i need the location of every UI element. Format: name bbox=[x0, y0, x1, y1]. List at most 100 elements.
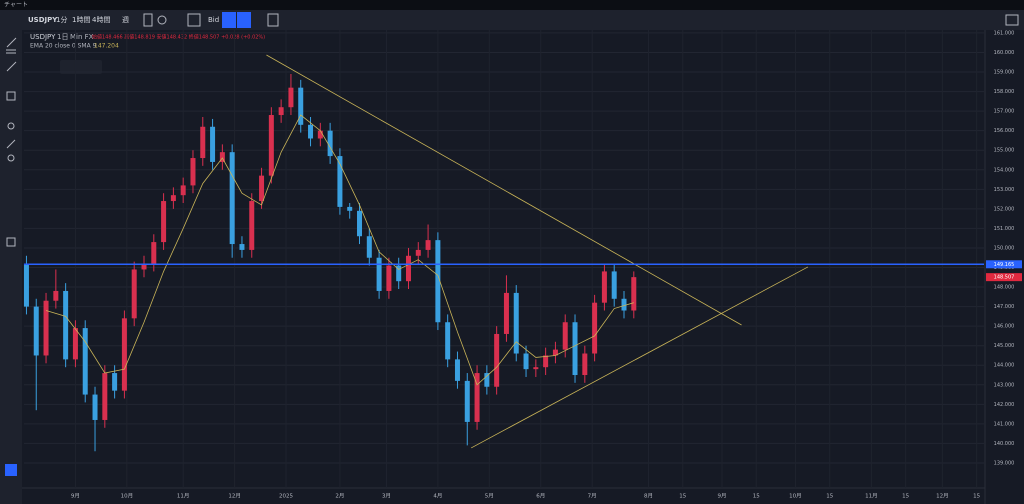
window-title: チャート bbox=[4, 2, 28, 9]
candle-body bbox=[239, 244, 245, 250]
price-tag-label: 148.507 bbox=[994, 275, 1015, 281]
legend-source: Min FX bbox=[70, 33, 94, 41]
y-tick-label: 147.000 bbox=[994, 304, 1015, 310]
y-tick-label: 161.000 bbox=[994, 30, 1015, 36]
price-tag-label: 149.165 bbox=[994, 262, 1015, 268]
candle-body bbox=[405, 255, 411, 282]
y-tick-label: 152.000 bbox=[994, 206, 1015, 212]
symbol[interactable]: USDJPY bbox=[28, 16, 58, 24]
interval[interactable]: 4時間 bbox=[92, 16, 110, 24]
candle-body bbox=[268, 115, 274, 176]
x-tick-label: 9月 bbox=[71, 493, 80, 500]
y-tick-label: 146.000 bbox=[994, 324, 1015, 330]
left-toolbar bbox=[0, 30, 22, 504]
legend-ohlc: 始値148.466 高値148.819 安値148.432 終値148.507 … bbox=[92, 34, 265, 41]
candle-body bbox=[200, 126, 206, 159]
x-tick-label: 4月 bbox=[433, 493, 442, 500]
tool-icon[interactable] bbox=[6, 37, 17, 48]
y-tick-label: 140.000 bbox=[994, 441, 1015, 447]
x-tick-label: 3月 bbox=[382, 493, 391, 500]
x-tick-label: 11月 bbox=[865, 493, 878, 500]
candle-body bbox=[621, 298, 627, 311]
candle-body bbox=[82, 328, 88, 395]
candle-body bbox=[151, 242, 157, 264]
candle-body bbox=[337, 156, 343, 207]
candle-body bbox=[396, 265, 402, 282]
y-tick-label: 156.000 bbox=[994, 128, 1015, 134]
tool-icon[interactable] bbox=[7, 154, 15, 162]
candle-body bbox=[533, 367, 539, 370]
candle-body bbox=[357, 210, 363, 237]
y-tick-label: 139.000 bbox=[994, 460, 1015, 466]
x-tick-label: 2025 bbox=[279, 494, 293, 500]
interval[interactable]: 1時間 bbox=[72, 16, 90, 24]
indicator-button[interactable] bbox=[157, 15, 167, 25]
tool-icon[interactable] bbox=[6, 61, 17, 72]
candle-body bbox=[219, 152, 225, 162]
candle-body bbox=[454, 359, 460, 381]
candle-body bbox=[503, 292, 509, 334]
candle-body bbox=[112, 373, 118, 391]
tool-icon[interactable] bbox=[7, 122, 15, 130]
legend-interval: 1日 bbox=[57, 33, 68, 41]
x-tick-label: 15 bbox=[679, 494, 686, 500]
y-tick-label: 158.000 bbox=[994, 89, 1015, 95]
candle-body bbox=[53, 290, 59, 301]
y-tick-label: 145.000 bbox=[994, 343, 1015, 349]
candle-body bbox=[415, 249, 421, 256]
candle-body bbox=[23, 263, 29, 307]
x-tick-label: 2月 bbox=[335, 493, 344, 500]
y-tick-label: 155.000 bbox=[994, 148, 1015, 154]
candle-body bbox=[131, 269, 137, 319]
snapshot-button[interactable] bbox=[267, 13, 279, 27]
y-tick-label: 142.000 bbox=[994, 402, 1015, 408]
chart-type-button[interactable] bbox=[143, 13, 153, 27]
tool-icon[interactable] bbox=[6, 91, 16, 101]
candle-body bbox=[601, 271, 607, 303]
candle-body bbox=[43, 300, 49, 356]
y-tick-label: 144.000 bbox=[994, 363, 1015, 369]
indicator-name: EMA 20 close 0 SMA 9 bbox=[30, 43, 97, 50]
x-tick-label: 12月 bbox=[228, 493, 241, 500]
candle-body bbox=[72, 328, 78, 360]
compare-button[interactable] bbox=[187, 13, 201, 27]
drawing-toolbar[interactable] bbox=[60, 60, 102, 74]
x-tick-label: 15 bbox=[753, 494, 760, 500]
candle-body bbox=[298, 87, 304, 125]
indicator-value: 147.204 bbox=[94, 43, 119, 50]
candle-body bbox=[229, 152, 235, 245]
mode-button[interactable] bbox=[237, 12, 251, 28]
y-tick-label: 141.000 bbox=[994, 421, 1015, 427]
bid-button[interactable]: Bid bbox=[208, 16, 219, 24]
x-tick-label: 5月 bbox=[485, 493, 494, 500]
candle-body bbox=[376, 257, 382, 291]
y-tick-label: 159.000 bbox=[994, 70, 1015, 76]
tool-icon[interactable] bbox=[6, 237, 16, 247]
x-tick-label: 15 bbox=[902, 494, 909, 500]
interval[interactable]: 1分 bbox=[56, 15, 67, 24]
candle-body bbox=[180, 185, 186, 196]
x-tick-label: 12月 bbox=[936, 493, 949, 500]
candle-body bbox=[425, 240, 431, 250]
x-tick-label: 6月 bbox=[536, 493, 545, 500]
y-tick-label: 154.000 bbox=[994, 167, 1015, 173]
candle-body bbox=[92, 394, 98, 420]
price-tag bbox=[986, 260, 1022, 269]
layout-button[interactable] bbox=[1005, 14, 1019, 26]
candle-body bbox=[592, 302, 598, 354]
y-tick-label: 151.000 bbox=[994, 226, 1015, 232]
candle-body bbox=[121, 318, 127, 391]
mode-button[interactable] bbox=[222, 12, 236, 28]
y-tick-label: 150.000 bbox=[994, 245, 1015, 251]
trend-line bbox=[266, 54, 742, 326]
candle-body bbox=[366, 236, 372, 258]
x-tick-label: 8月 bbox=[644, 493, 653, 500]
tool-icon[interactable] bbox=[6, 139, 16, 149]
interval[interactable]: 週 bbox=[122, 15, 129, 24]
y-tick-label: 143.000 bbox=[994, 382, 1015, 388]
candle-body bbox=[308, 124, 314, 139]
tool-icon[interactable] bbox=[5, 464, 17, 476]
x-tick-label: 15 bbox=[973, 494, 980, 500]
